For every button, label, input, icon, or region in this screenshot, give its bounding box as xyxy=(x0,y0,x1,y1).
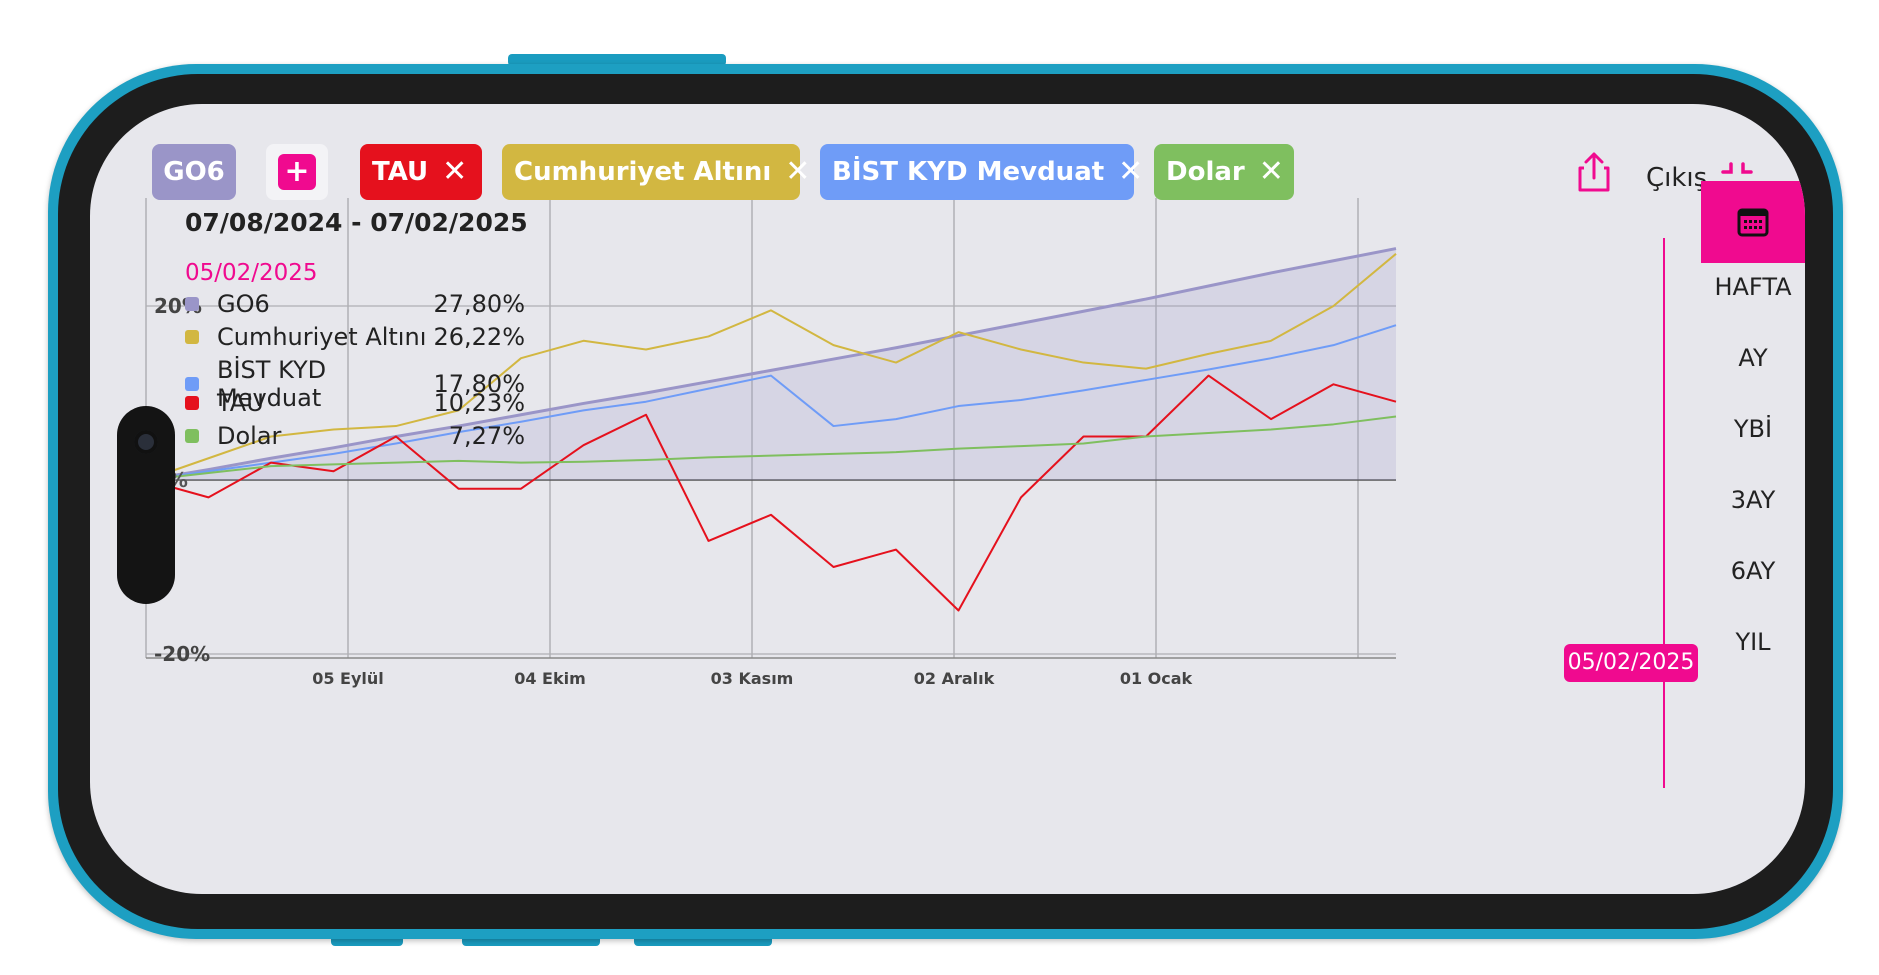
legend-value: 17,80% xyxy=(433,370,525,398)
legend-item: Dolar 7,27% xyxy=(185,422,525,450)
line-chart: 05 Eylül 04 Ekim 03 Kasım 02 Aralık 01 Ocak 2… xyxy=(145,198,1665,788)
x-tick-label: 01 Ocak xyxy=(1120,669,1193,688)
legend-item: GO6 27,80% xyxy=(185,290,525,318)
calendar-button[interactable] xyxy=(1701,181,1805,263)
x-tick-label: 02 Aralık xyxy=(914,669,995,688)
date-range: 07/08/2024 - 07/02/2025 xyxy=(185,208,528,237)
legend-value: 26,22% xyxy=(433,323,525,351)
close-icon[interactable]: ✕ xyxy=(442,154,468,189)
series-line-1 xyxy=(145,253,1397,481)
chart-lines xyxy=(145,247,1397,612)
tag-chip-dolar[interactable]: Dolar ✕ xyxy=(1154,144,1294,200)
front-camera xyxy=(134,430,158,454)
legend-swatch xyxy=(185,377,199,391)
calendar-icon xyxy=(1737,208,1769,237)
legend-name: BİST KYD Mevduat xyxy=(217,356,327,412)
series-line-4 xyxy=(145,415,1397,481)
period-1[interactable]: AY xyxy=(1738,344,1768,372)
period-0[interactable]: HAFTA xyxy=(1714,273,1792,301)
legend-swatch xyxy=(185,330,199,344)
close-icon[interactable]: ✕ xyxy=(785,154,811,189)
legend-item: BİST KYD Mevduat 17,80% xyxy=(185,356,525,412)
exit-label: Çıkış xyxy=(1646,163,1708,193)
main-tag-chip[interactable]: GO6 xyxy=(152,144,236,200)
period-3[interactable]: 3AY xyxy=(1730,486,1776,514)
tag-chip-bist[interactable]: BİST KYD Mevduat ✕ xyxy=(820,144,1143,200)
main-tag-label: GO6 xyxy=(163,157,225,187)
x-tick-label: 03 Kasım xyxy=(711,669,794,688)
share-icon[interactable] xyxy=(1576,150,1612,194)
tag-chip-tau[interactable]: TAU ✕ xyxy=(360,144,482,200)
legend-swatch xyxy=(185,297,199,311)
legend-value: 10,23% xyxy=(433,389,525,417)
collapse-icon xyxy=(1721,162,1753,194)
add-tag-button[interactable]: + xyxy=(266,144,328,200)
tag-label: Cumhuriyet Altını xyxy=(514,157,772,187)
legend-value: 7,27% xyxy=(448,422,525,450)
y-tick-label: -20% xyxy=(154,642,210,666)
legend-name: Cumhuriyet Altını xyxy=(217,323,427,351)
cursor-date-badge: 05/02/2025 xyxy=(1564,644,1698,682)
legend-name: Dolar xyxy=(217,422,282,450)
tag-label: Dolar xyxy=(1166,157,1245,187)
app-screen: 05 Eylül 04 Ekim 03 Kasım 02 Aralık 01 Ocak 2… xyxy=(90,104,1805,894)
area-0 xyxy=(146,248,1396,480)
period-4[interactable]: 6AY xyxy=(1730,557,1776,585)
chart-area xyxy=(146,248,1396,480)
x-tick-label: 04 Ekim xyxy=(514,669,586,688)
legend-swatch xyxy=(185,396,199,410)
plus-icon: + xyxy=(278,154,316,190)
selected-date: 05/02/2025 xyxy=(185,260,318,286)
series-line-3 xyxy=(145,374,1397,612)
close-icon[interactable]: ✕ xyxy=(1118,154,1144,189)
tag-label: BİST KYD Mevduat xyxy=(832,157,1105,187)
x-tick-label: 05 Eylül xyxy=(312,669,384,688)
volume-button-top xyxy=(508,54,726,66)
series-line-0 xyxy=(145,247,1397,482)
period-2[interactable]: YBİ xyxy=(1733,415,1773,443)
close-icon[interactable]: ✕ xyxy=(1258,154,1284,189)
series-line-2 xyxy=(145,324,1397,481)
legend-value: 27,80% xyxy=(433,290,525,318)
exit-button[interactable]: Çıkış xyxy=(1646,160,1755,196)
tag-label: TAU xyxy=(372,157,429,187)
legend-name: TAU xyxy=(217,389,264,417)
legend-name: GO6 xyxy=(217,290,270,318)
legend-swatch xyxy=(185,429,199,443)
period-5[interactable]: YIL xyxy=(1735,628,1771,656)
legend-item: Cumhuriyet Altını 26,22% xyxy=(185,323,525,351)
tag-chip-gold[interactable]: Cumhuriyet Altını ✕ xyxy=(502,144,810,200)
legend-item: TAU 10,23% xyxy=(185,389,525,417)
